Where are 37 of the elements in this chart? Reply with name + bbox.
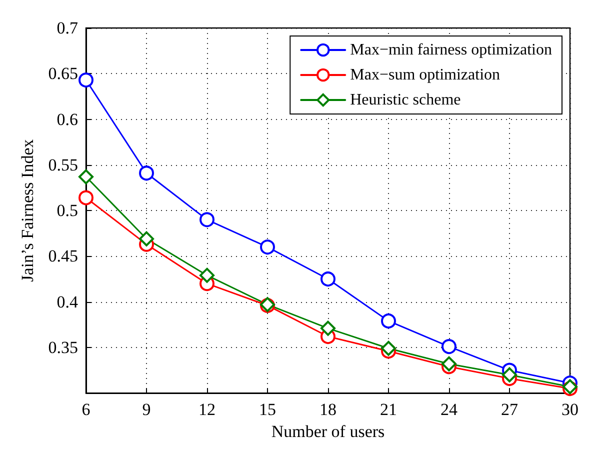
x-tick-label: 21 <box>380 400 397 420</box>
x-tick-label: 27 <box>501 400 518 420</box>
y-tick-label: 0.45 <box>48 246 78 266</box>
y-tick-label: 0.65 <box>48 64 78 84</box>
y-tick-label: 0.4 <box>56 292 78 312</box>
point <box>442 356 456 372</box>
point <box>381 313 396 328</box>
point <box>260 240 275 255</box>
x-tick-label: 6 <box>82 400 90 420</box>
point <box>381 340 396 356</box>
point <box>139 166 154 181</box>
x-tick-label: 9 <box>142 400 151 420</box>
point <box>78 169 94 184</box>
point <box>320 272 336 287</box>
y-tick-label: 0.7 <box>56 18 78 38</box>
point <box>78 72 94 88</box>
point <box>200 268 214 283</box>
y-axis-title: Jain’s Fairness Index <box>18 138 37 282</box>
y-tick-label: 0.55 <box>48 155 78 174</box>
point <box>200 212 214 228</box>
point <box>442 339 456 354</box>
point <box>139 231 154 246</box>
x-axis-title: Number of users <box>271 422 385 441</box>
point <box>78 190 94 206</box>
legend-label: Max−min fairness optimization <box>350 42 552 58</box>
x-tick-label: 18 <box>320 400 336 420</box>
x-tick-label: 24 <box>440 400 458 420</box>
legend-label: Max−sum optimization <box>350 66 500 84</box>
x-tick-label: 30 <box>562 400 578 420</box>
legend-label: Heuristic scheme <box>350 92 461 108</box>
y-tick-label: 0.6 <box>56 110 78 129</box>
x-tick-label: 15 <box>259 400 276 420</box>
x-tick-label: 12 <box>198 400 216 420</box>
point <box>502 367 517 382</box>
point <box>320 320 336 336</box>
y-tick-label: 0.5 <box>56 201 78 220</box>
y-tick-label: 0.35 <box>48 338 78 357</box>
